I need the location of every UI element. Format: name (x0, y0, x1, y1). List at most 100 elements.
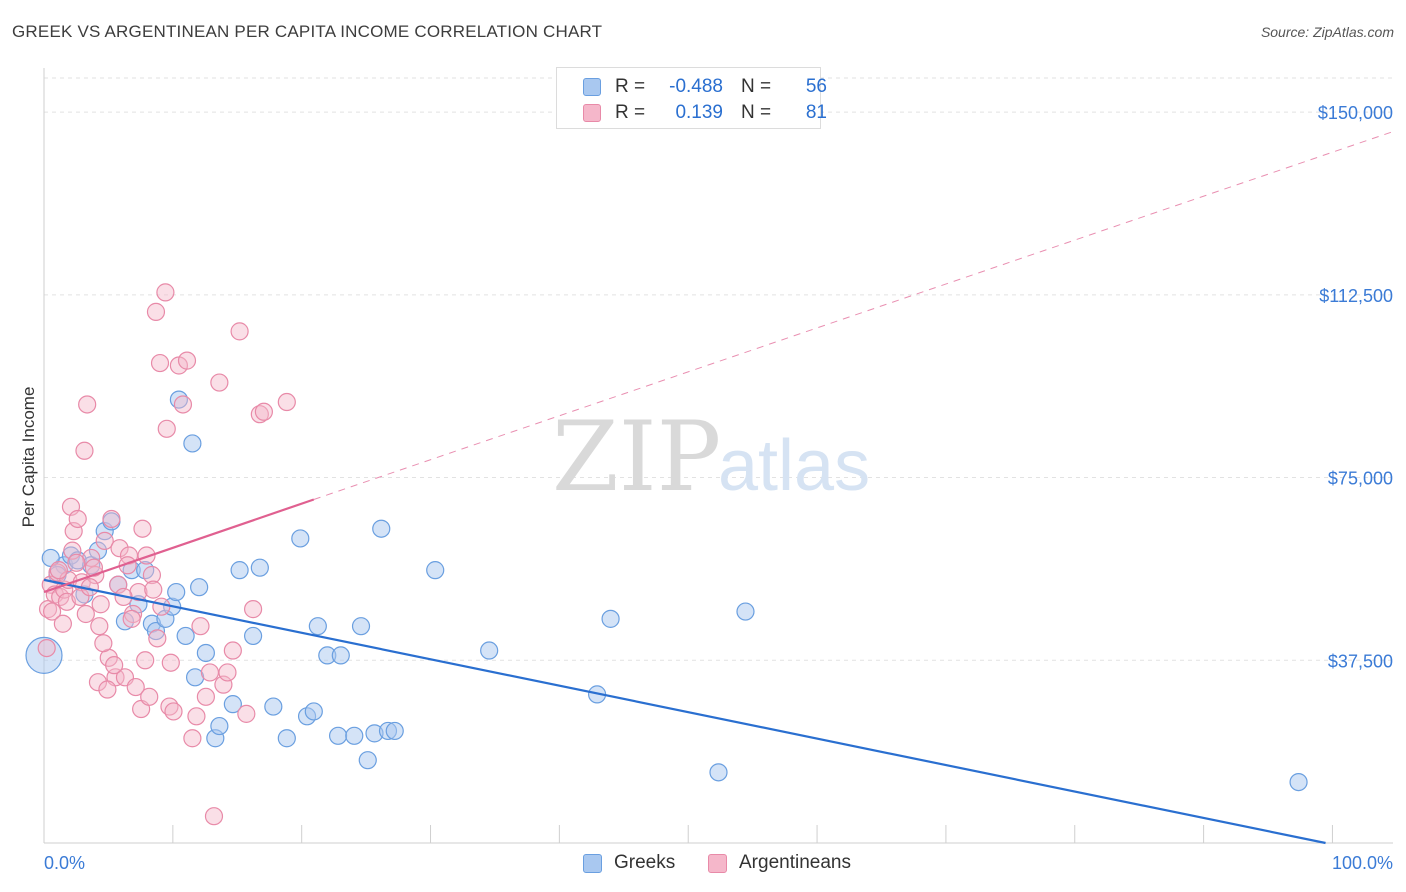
argentinean-point (137, 546, 156, 565)
greek-point (183, 434, 202, 453)
greek-point (25, 636, 63, 675)
argentinean-point (200, 663, 220, 682)
greek-point (230, 561, 249, 580)
argentinean-point (196, 687, 215, 706)
argentinean-point (173, 395, 193, 414)
chart-title: GREEK VS ARGENTINEAN PER CAPITA INCOME C… (12, 22, 603, 41)
x-tick-label-max: 100.0% (1332, 853, 1393, 873)
series-legend: Greeks Argentineans (0, 852, 1406, 876)
n-label: N = (741, 76, 772, 97)
argentineans-swatch (583, 104, 601, 122)
argentinean-point (88, 673, 108, 692)
argentinean-point (148, 629, 167, 648)
argentinean-point (243, 600, 263, 619)
r-label: R = (615, 76, 646, 97)
argentinean-point (156, 283, 175, 302)
argentinean-point (67, 553, 86, 572)
argentinean-point (68, 509, 87, 529)
greek-point (250, 558, 269, 577)
argentinean-point (98, 680, 117, 699)
argentinean-point (254, 402, 273, 421)
argentinean-point (187, 707, 206, 726)
x-tick-label-min: 0.0% (44, 853, 85, 873)
greek-point (146, 621, 166, 641)
greek-point (358, 751, 377, 770)
watermark-atlas: atlas (718, 426, 870, 506)
argentinean-point (53, 614, 72, 633)
greek-point (345, 726, 364, 745)
y-tick-label: $37,500 (1328, 651, 1393, 671)
greek-point (1289, 772, 1308, 792)
argentinean-point (37, 638, 56, 658)
greek-point (304, 702, 323, 721)
greek-point (190, 578, 209, 597)
greek-point (709, 763, 728, 782)
argentinean-point (142, 565, 162, 585)
argentinean-point (223, 641, 242, 660)
argentinean-point (102, 509, 121, 529)
argentinean-point (84, 558, 104, 577)
argentinean-point (164, 702, 183, 721)
argentinean-point (136, 651, 155, 670)
greek-point (223, 695, 242, 714)
argentinean-point (57, 592, 77, 611)
argentinean-point (150, 353, 170, 373)
legend-item-greeks[interactable]: Greeks (583, 852, 675, 874)
argentineans-trend-extension (313, 131, 1394, 500)
legend-row-argentineans: R = 0.139 N = 81 (583, 102, 827, 124)
greek-point (328, 726, 348, 745)
n-value-greeks: 56 (805, 76, 827, 97)
greek-point (426, 561, 445, 580)
argentinean-point (230, 322, 249, 341)
watermark-zip: ZIP (552, 401, 721, 513)
argentinean-point (78, 395, 97, 414)
argentinean-point (126, 677, 145, 697)
argentineans-points (37, 283, 296, 826)
argentinean-point (210, 373, 229, 392)
argentinean-point (191, 617, 210, 636)
r-value-greeks: -0.488 (669, 76, 723, 97)
argentinean-point (177, 351, 197, 370)
greek-point (480, 641, 499, 660)
greek-point (196, 643, 215, 663)
argentinean-point (95, 531, 114, 550)
argentinean-point (218, 663, 237, 682)
argentinean-point (49, 561, 68, 580)
argentinean-point (76, 604, 95, 624)
n-label: N = (741, 102, 772, 123)
n-value-argentineans: 81 (805, 102, 827, 123)
legend-row-greeks: R = -0.488 N = 56 (583, 76, 827, 98)
argentinean-point (157, 419, 176, 438)
greeks-trend-line (43, 578, 1326, 845)
greek-point (243, 626, 263, 646)
argentinean-point (91, 595, 110, 614)
argentinean-point (42, 602, 62, 621)
argentineans-swatch (708, 853, 727, 873)
argentinean-point (140, 687, 159, 706)
argentinean-point (204, 807, 224, 826)
argentinean-point (237, 704, 256, 723)
greek-point (308, 617, 327, 636)
argentinean-point (152, 597, 171, 616)
y-tick-label: $75,000 (1328, 469, 1393, 489)
y-axis-title: Per Capita Income (19, 387, 38, 528)
y-tick-label: $150,000 (1318, 103, 1393, 123)
greek-point (291, 529, 310, 548)
trend-lines (43, 131, 1394, 845)
r-value-argentineans: 0.139 (675, 102, 723, 123)
argentinean-point (277, 392, 296, 412)
argentinean-point (110, 539, 129, 558)
greek-point (385, 721, 404, 741)
legend-item-argentineans[interactable]: Argentineans (708, 852, 851, 874)
greek-point (601, 609, 620, 628)
y-tick-labels: $37,500 $75,000 $112,500 $150,000 (1318, 103, 1393, 671)
argentinean-point (105, 656, 124, 675)
argentineans-trend-line (43, 498, 315, 594)
greek-point (277, 729, 296, 748)
correlation-legend: R = -0.488 N = 56 R = 0.139 N = 81 (556, 67, 827, 129)
greek-point (210, 716, 229, 736)
greek-point (736, 602, 755, 621)
legend-label-greeks: Greeks (614, 852, 676, 873)
greek-point (82, 556, 101, 575)
